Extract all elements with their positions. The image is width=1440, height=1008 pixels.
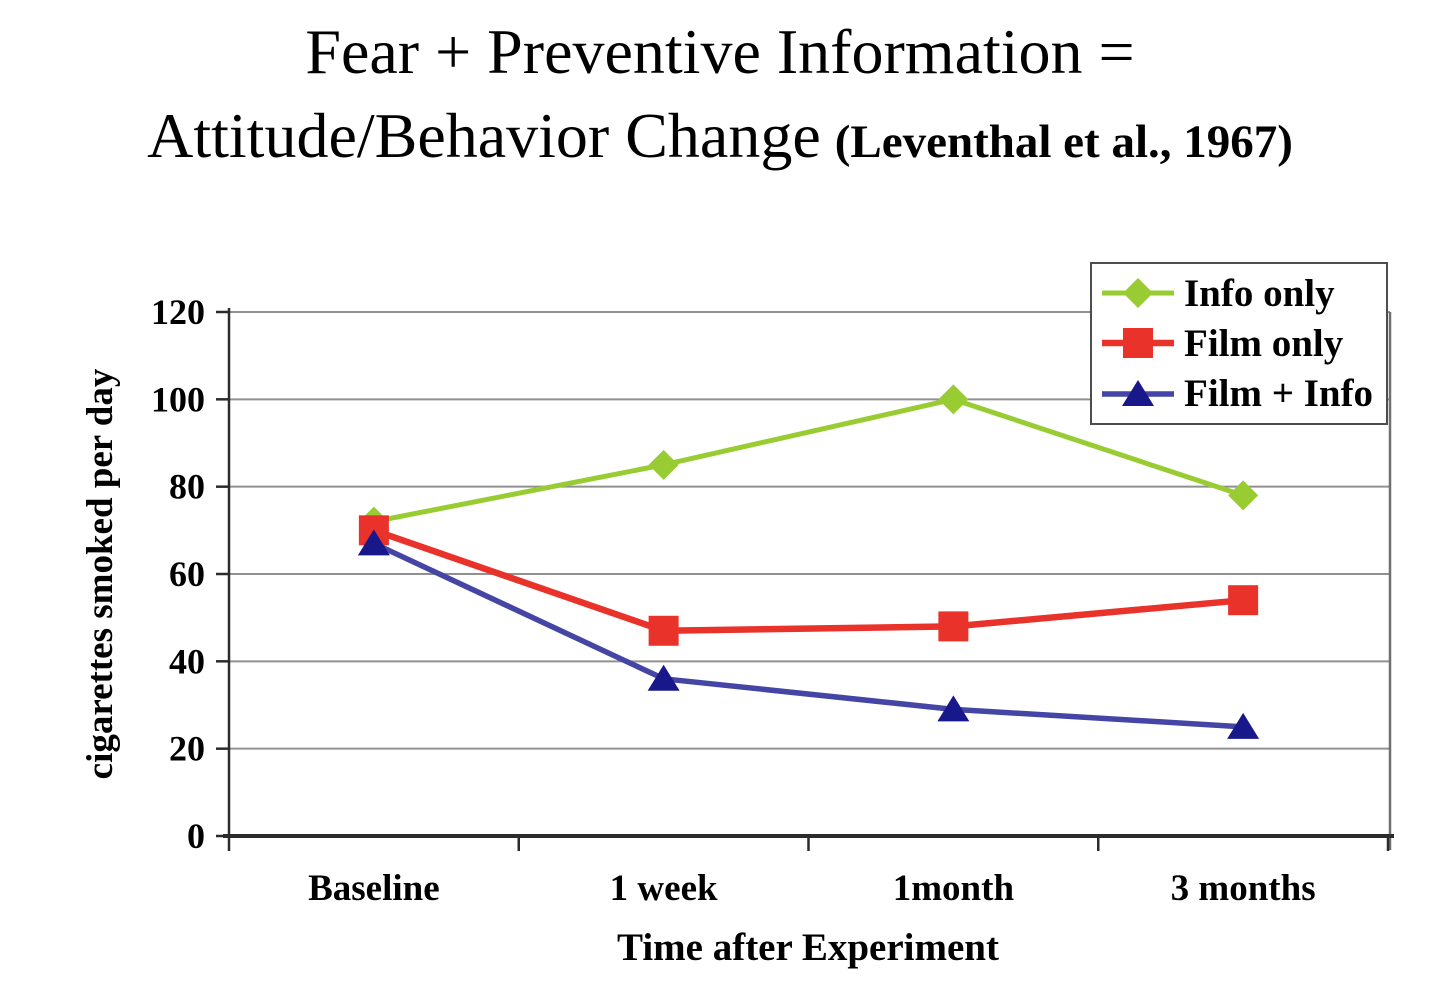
x-tick-label-baseline: Baseline [308, 868, 440, 909]
chart-legend: Info only Film only Film + Info [1090, 262, 1388, 425]
legend-entry-info-only: Info only [1100, 272, 1378, 314]
marker-square-film-only-3-months [1228, 585, 1259, 616]
legend-swatch-triangle-icon [1102, 379, 1174, 406]
legend-swatch-square-icon [1102, 328, 1174, 359]
marker-triangle-film-info-1-week [647, 664, 680, 691]
legend-swatch-diamond-icon [1102, 278, 1174, 309]
title-main-text: Attitude/Behavior Change [147, 100, 821, 172]
series-line-info-only [373, 396, 1244, 525]
x-tick-label-1-week: 1 week [610, 868, 718, 909]
x-axis-title: Time after Experiment [617, 926, 999, 969]
y-tick-label-80: 80 [169, 467, 205, 507]
marker-diamond-info-only-1month [938, 384, 969, 415]
y-tick-label-100: 100 [151, 379, 205, 419]
marker-square-film-only-1-week [648, 615, 679, 646]
series-film-info [357, 529, 1260, 739]
y-tick-label-40: 40 [169, 641, 205, 681]
marker-triangle-film-info-baseline [357, 529, 390, 556]
legend-entry-film-info: Film + Info [1100, 373, 1378, 415]
marker-diamond-info-only-3-months [1228, 480, 1259, 511]
title-line-2: Attitude/Behavior Change (Leventhal et al… [0, 94, 1440, 178]
axes [216, 308, 1394, 851]
legend-marker-diamond [1123, 278, 1153, 309]
marker-triangle-film-info-1month [937, 695, 970, 722]
title-line-1: Fear + Preventive Information = [305, 16, 1135, 87]
y-tick-label-120: 120 [151, 292, 205, 332]
series-film-only [358, 515, 1259, 646]
series-info-only [358, 384, 1259, 537]
series-line-film-info [372, 540, 1244, 730]
marker-triangle-film-info-3-months [1227, 712, 1260, 739]
legend-label-film-only: Film only [1184, 321, 1344, 365]
title-citation: (Leventhal et al., 1967) [834, 116, 1293, 169]
y-tick-label-0: 0 [187, 816, 205, 856]
y-axis-tick-labels: 0 20 40 60 80 100 120 [151, 292, 205, 856]
series-line-film-only [372, 527, 1244, 635]
y-tick-label-20: 20 [169, 729, 205, 769]
legend-marker-triangle [1122, 379, 1154, 406]
y-tick-label-60: 60 [169, 554, 205, 594]
x-axis-tick-labels: Baseline 1 week 1month 3 months [308, 868, 1316, 909]
legend-entry-film-only: Film only [1100, 322, 1378, 364]
marker-square-film-only-1month [938, 611, 969, 642]
marker-diamond-info-only-1-week [648, 449, 679, 480]
slide-title: Fear + Preventive Information = Attitude… [0, 10, 1440, 179]
legend-marker-square [1123, 328, 1153, 359]
data-series [357, 384, 1260, 739]
y-axis-title: cigarettes smoked per day [80, 368, 121, 779]
x-tick-label-1month: 1month [893, 868, 1015, 909]
legend-label-info-only: Info only [1184, 271, 1335, 315]
x-tick-label-3-months: 3 months [1171, 868, 1316, 909]
legend-label-film-info: Film + Info [1184, 372, 1374, 416]
